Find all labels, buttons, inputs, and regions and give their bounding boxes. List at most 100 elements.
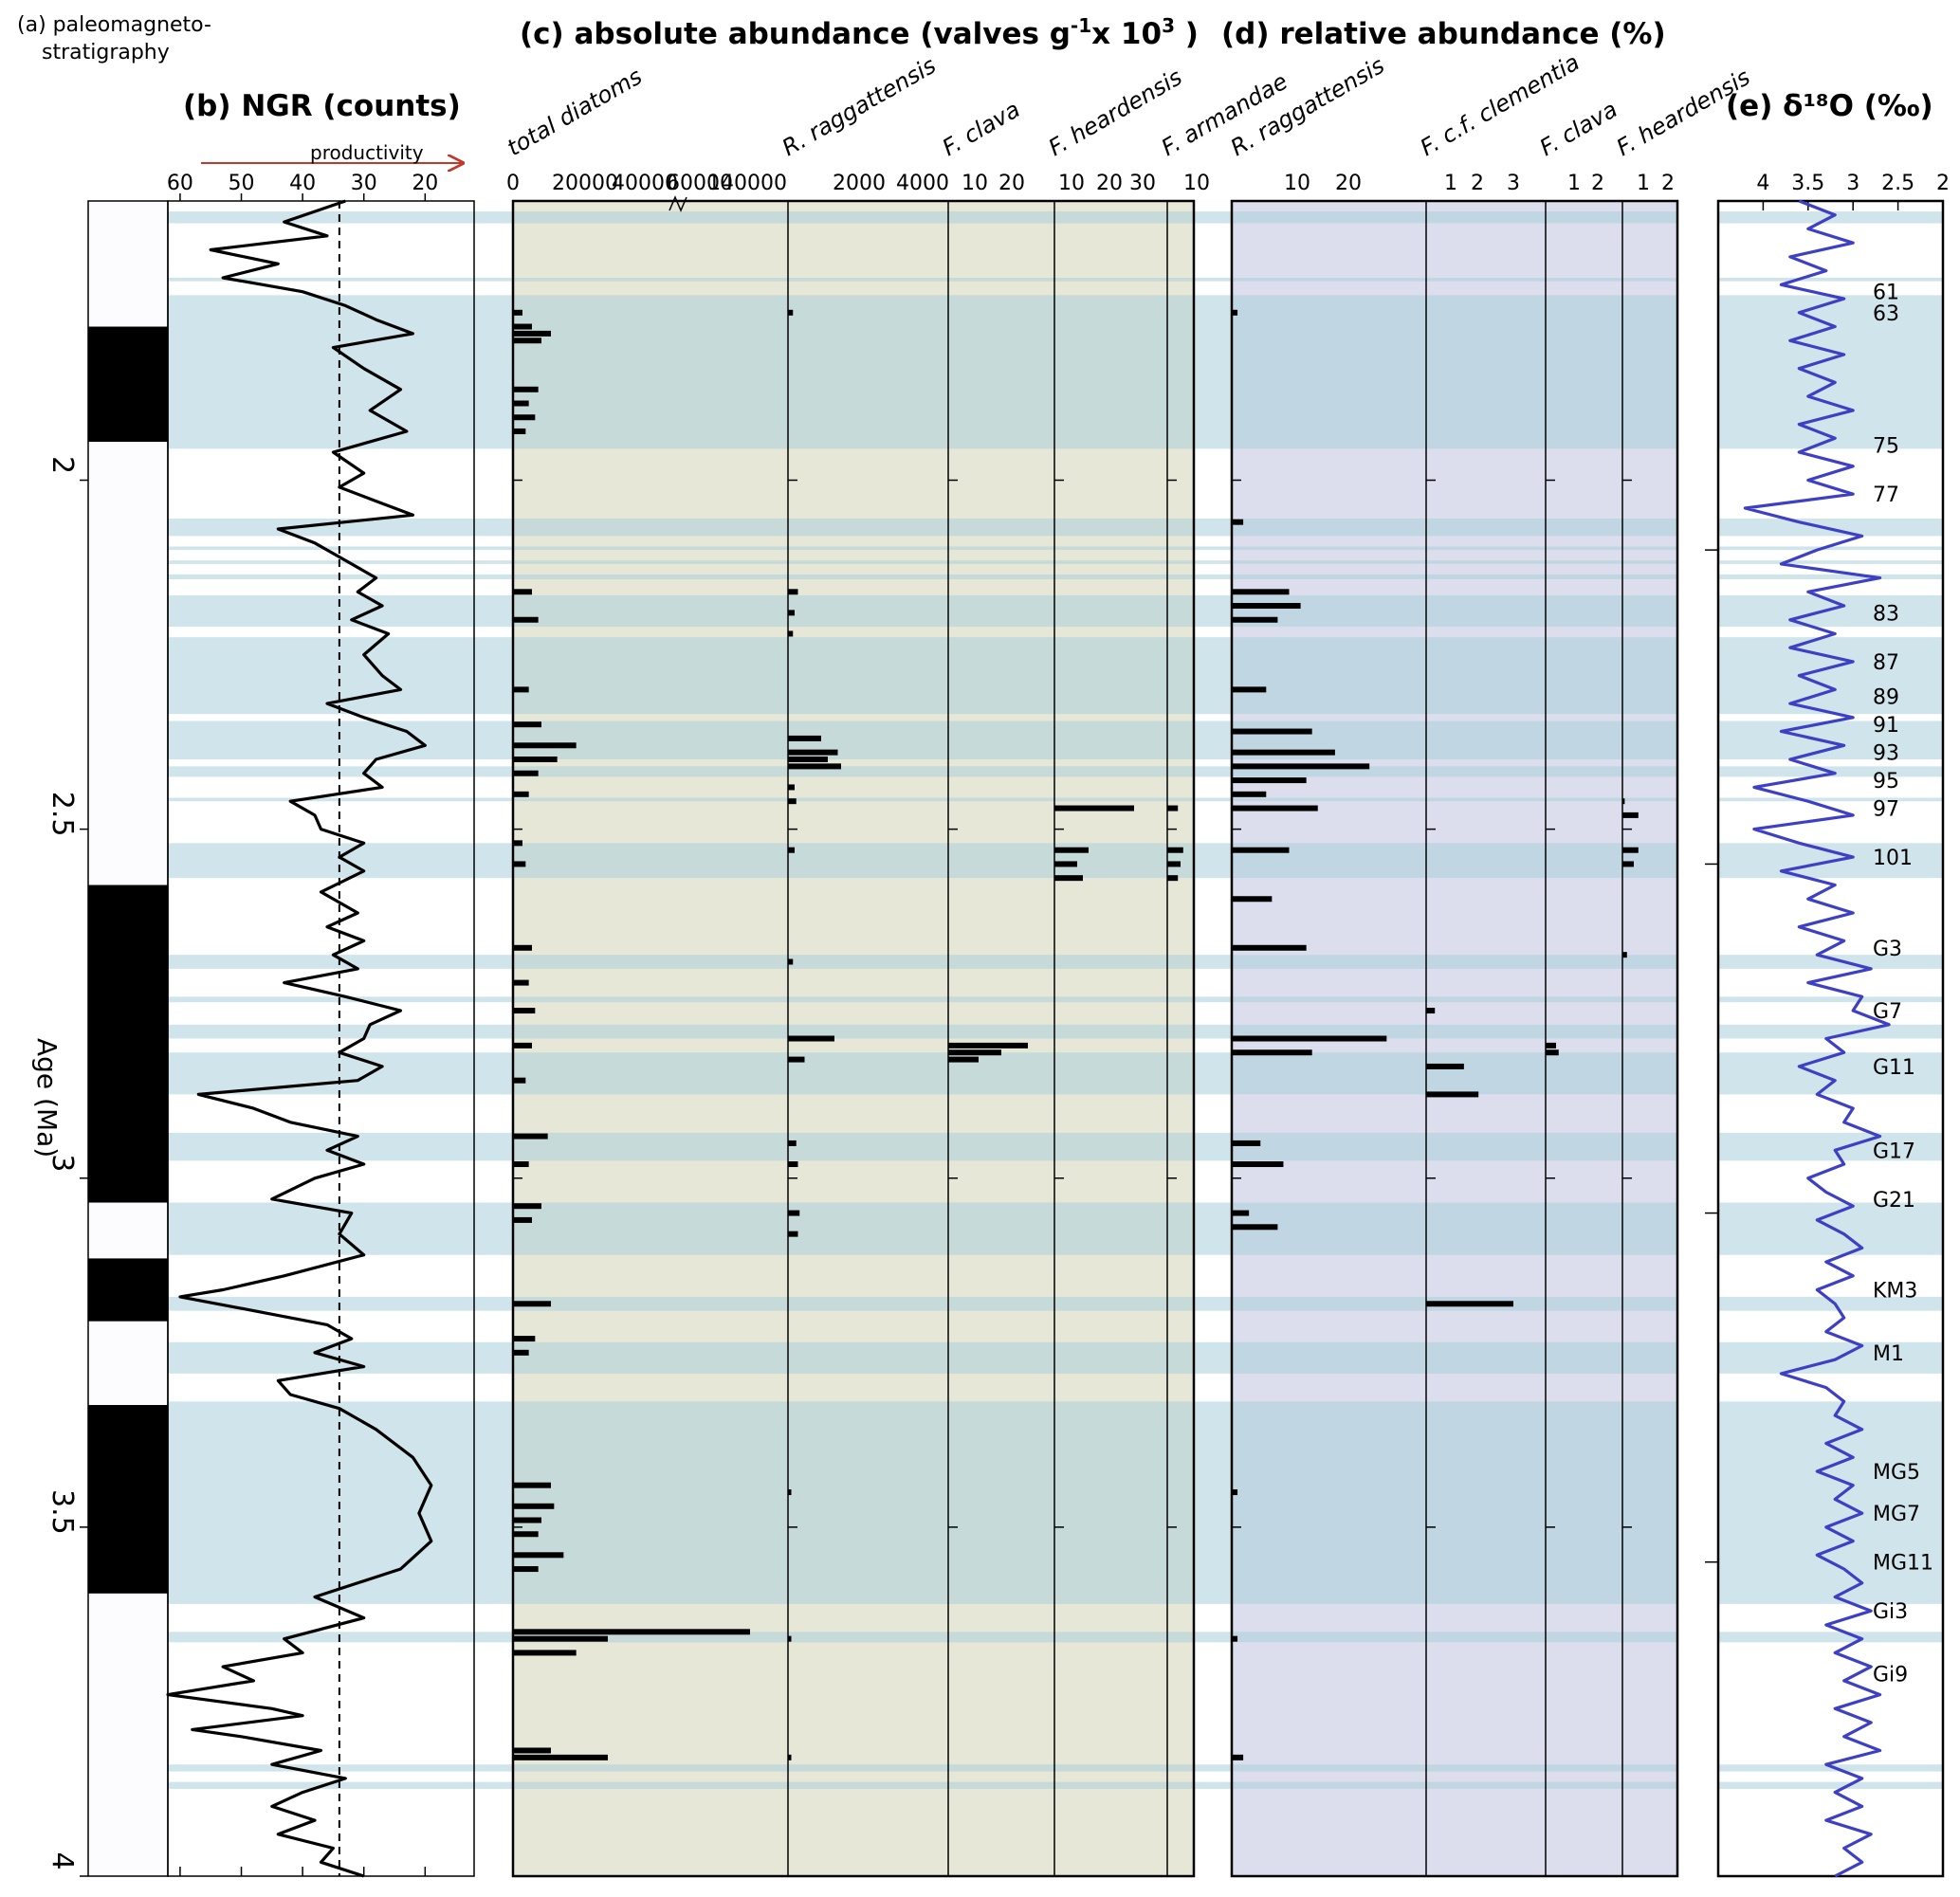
glacial-band	[1718, 637, 1943, 715]
mis-stage-label: G7	[1873, 1000, 1902, 1024]
rel-bar	[1622, 861, 1634, 867]
abs-bar	[788, 1489, 792, 1496]
glacial-band	[1718, 996, 1943, 1003]
abs-bar	[513, 1650, 577, 1656]
mis-stage-label: 97	[1873, 798, 1899, 822]
abs-bar	[788, 798, 797, 805]
rel-tick-label: 3	[1507, 172, 1520, 195]
abs-bar	[513, 944, 532, 951]
glacial-band	[168, 797, 1677, 802]
abs-bar	[513, 1301, 551, 1307]
mis-stage-label: 87	[1873, 651, 1899, 675]
abs-bar	[948, 1042, 1028, 1049]
rel-bar	[1232, 944, 1307, 951]
glacial-band	[168, 996, 1677, 1003]
abs-bar	[513, 337, 541, 344]
glacial-band	[1718, 1341, 1943, 1374]
mis-stage-label: 75	[1873, 435, 1899, 459]
rel-bar	[1232, 1224, 1278, 1231]
rel-bar	[1232, 616, 1278, 623]
rel-tick-label: 2	[1661, 172, 1675, 195]
abs-bar	[788, 1231, 798, 1237]
y-tick-label: 2	[46, 456, 79, 474]
abs-track-name: F. clava	[938, 96, 1024, 161]
mis-stage-label: G11	[1873, 1056, 1915, 1080]
glacial-band	[1718, 277, 1943, 282]
panel-a-title: (a) paleomagneto-	[17, 13, 211, 37]
abs-bar	[788, 749, 838, 756]
normal-polarity-chron	[88, 326, 168, 443]
mis-stage-label: Gi3	[1873, 1600, 1908, 1624]
panel-c-title: (c) absolute abundance (valves g-1x 103 …	[520, 14, 1199, 51]
abs-bar	[513, 721, 541, 728]
mis-stage-label: Gi9	[1873, 1663, 1908, 1687]
abs-bar	[513, 1566, 539, 1573]
abs-bar	[513, 742, 577, 749]
rel-tick-label: 10	[1284, 172, 1310, 195]
abs-frame	[511, 199, 1196, 1878]
abs-bar	[513, 1161, 529, 1168]
glacial-band	[1718, 1401, 1943, 1604]
abs-bar	[1054, 847, 1089, 853]
abs-bar	[513, 1349, 529, 1356]
ngr-tick-label: 20	[412, 172, 438, 195]
panel-a-paleomag	[87, 200, 169, 1877]
abs-tick-label: 4000	[896, 172, 949, 195]
abs-bar	[788, 1140, 797, 1146]
glacial-band	[168, 518, 1677, 537]
d18o-tick-label: 2.5	[1881, 172, 1914, 195]
ngr-series-line	[166, 199, 433, 1878]
abs-bar	[513, 770, 539, 776]
abs-tick-label: 20	[998, 172, 1025, 195]
rel-bar	[1622, 798, 1625, 805]
mis-stage-label: MG5	[1873, 1461, 1920, 1485]
glacial-band	[1718, 1202, 1943, 1255]
glacial-band	[168, 843, 1677, 879]
abs-bar	[788, 1161, 798, 1168]
abs-bar	[513, 979, 529, 986]
abs-bar	[788, 1035, 834, 1042]
abs-bar	[513, 1216, 532, 1223]
rel-tick-label: 1	[1444, 172, 1457, 195]
mis-stage-label: 83	[1873, 602, 1899, 626]
abs-bar	[513, 1531, 539, 1538]
abs-bar	[1054, 875, 1083, 882]
glacial-band	[168, 277, 1677, 282]
panel-e-frame	[1716, 199, 1945, 1878]
rel-tick-label: 2	[1471, 172, 1484, 195]
rel-bar	[1232, 519, 1244, 525]
ngr-tick-label: 40	[289, 172, 316, 195]
abs-bar	[513, 1503, 555, 1509]
abs-bar	[788, 757, 828, 762]
glacial-band	[1718, 1764, 1943, 1772]
glacial-band	[1718, 518, 1943, 537]
mis-stage-label: 63	[1873, 302, 1899, 326]
productivity-label: productivity	[310, 141, 424, 164]
glacial-band	[168, 1296, 1677, 1311]
mis-stage-label: M1	[1873, 1342, 1904, 1366]
mis-stage-label: 61	[1873, 282, 1899, 305]
ngr-tick-label: 50	[229, 172, 255, 195]
mis-stage-label: MG11	[1873, 1552, 1933, 1576]
abs-bar	[513, 1629, 750, 1635]
abs-tick-label: 10	[1183, 172, 1210, 195]
rel-bar	[1232, 1161, 1284, 1168]
abs-bar	[513, 414, 536, 421]
abs-bar	[788, 763, 841, 770]
rel-bar	[1426, 1301, 1513, 1307]
abs-bar	[788, 1635, 792, 1642]
abs-bar	[788, 958, 794, 965]
abs-bar	[1167, 847, 1183, 853]
axis-break-marker	[669, 195, 687, 212]
abs-bar	[513, 1754, 608, 1760]
rel-bar	[1232, 1035, 1387, 1042]
abs-tick-label: 20000	[552, 172, 618, 195]
glacial-band	[1718, 295, 1943, 449]
glacial-band	[168, 1781, 1677, 1789]
abs-tick-label: 60000	[667, 172, 733, 195]
rel-bar	[1232, 1754, 1244, 1760]
glacial-band	[168, 1202, 1677, 1255]
rel-bar	[1232, 728, 1312, 735]
abs-bar	[513, 1133, 548, 1140]
